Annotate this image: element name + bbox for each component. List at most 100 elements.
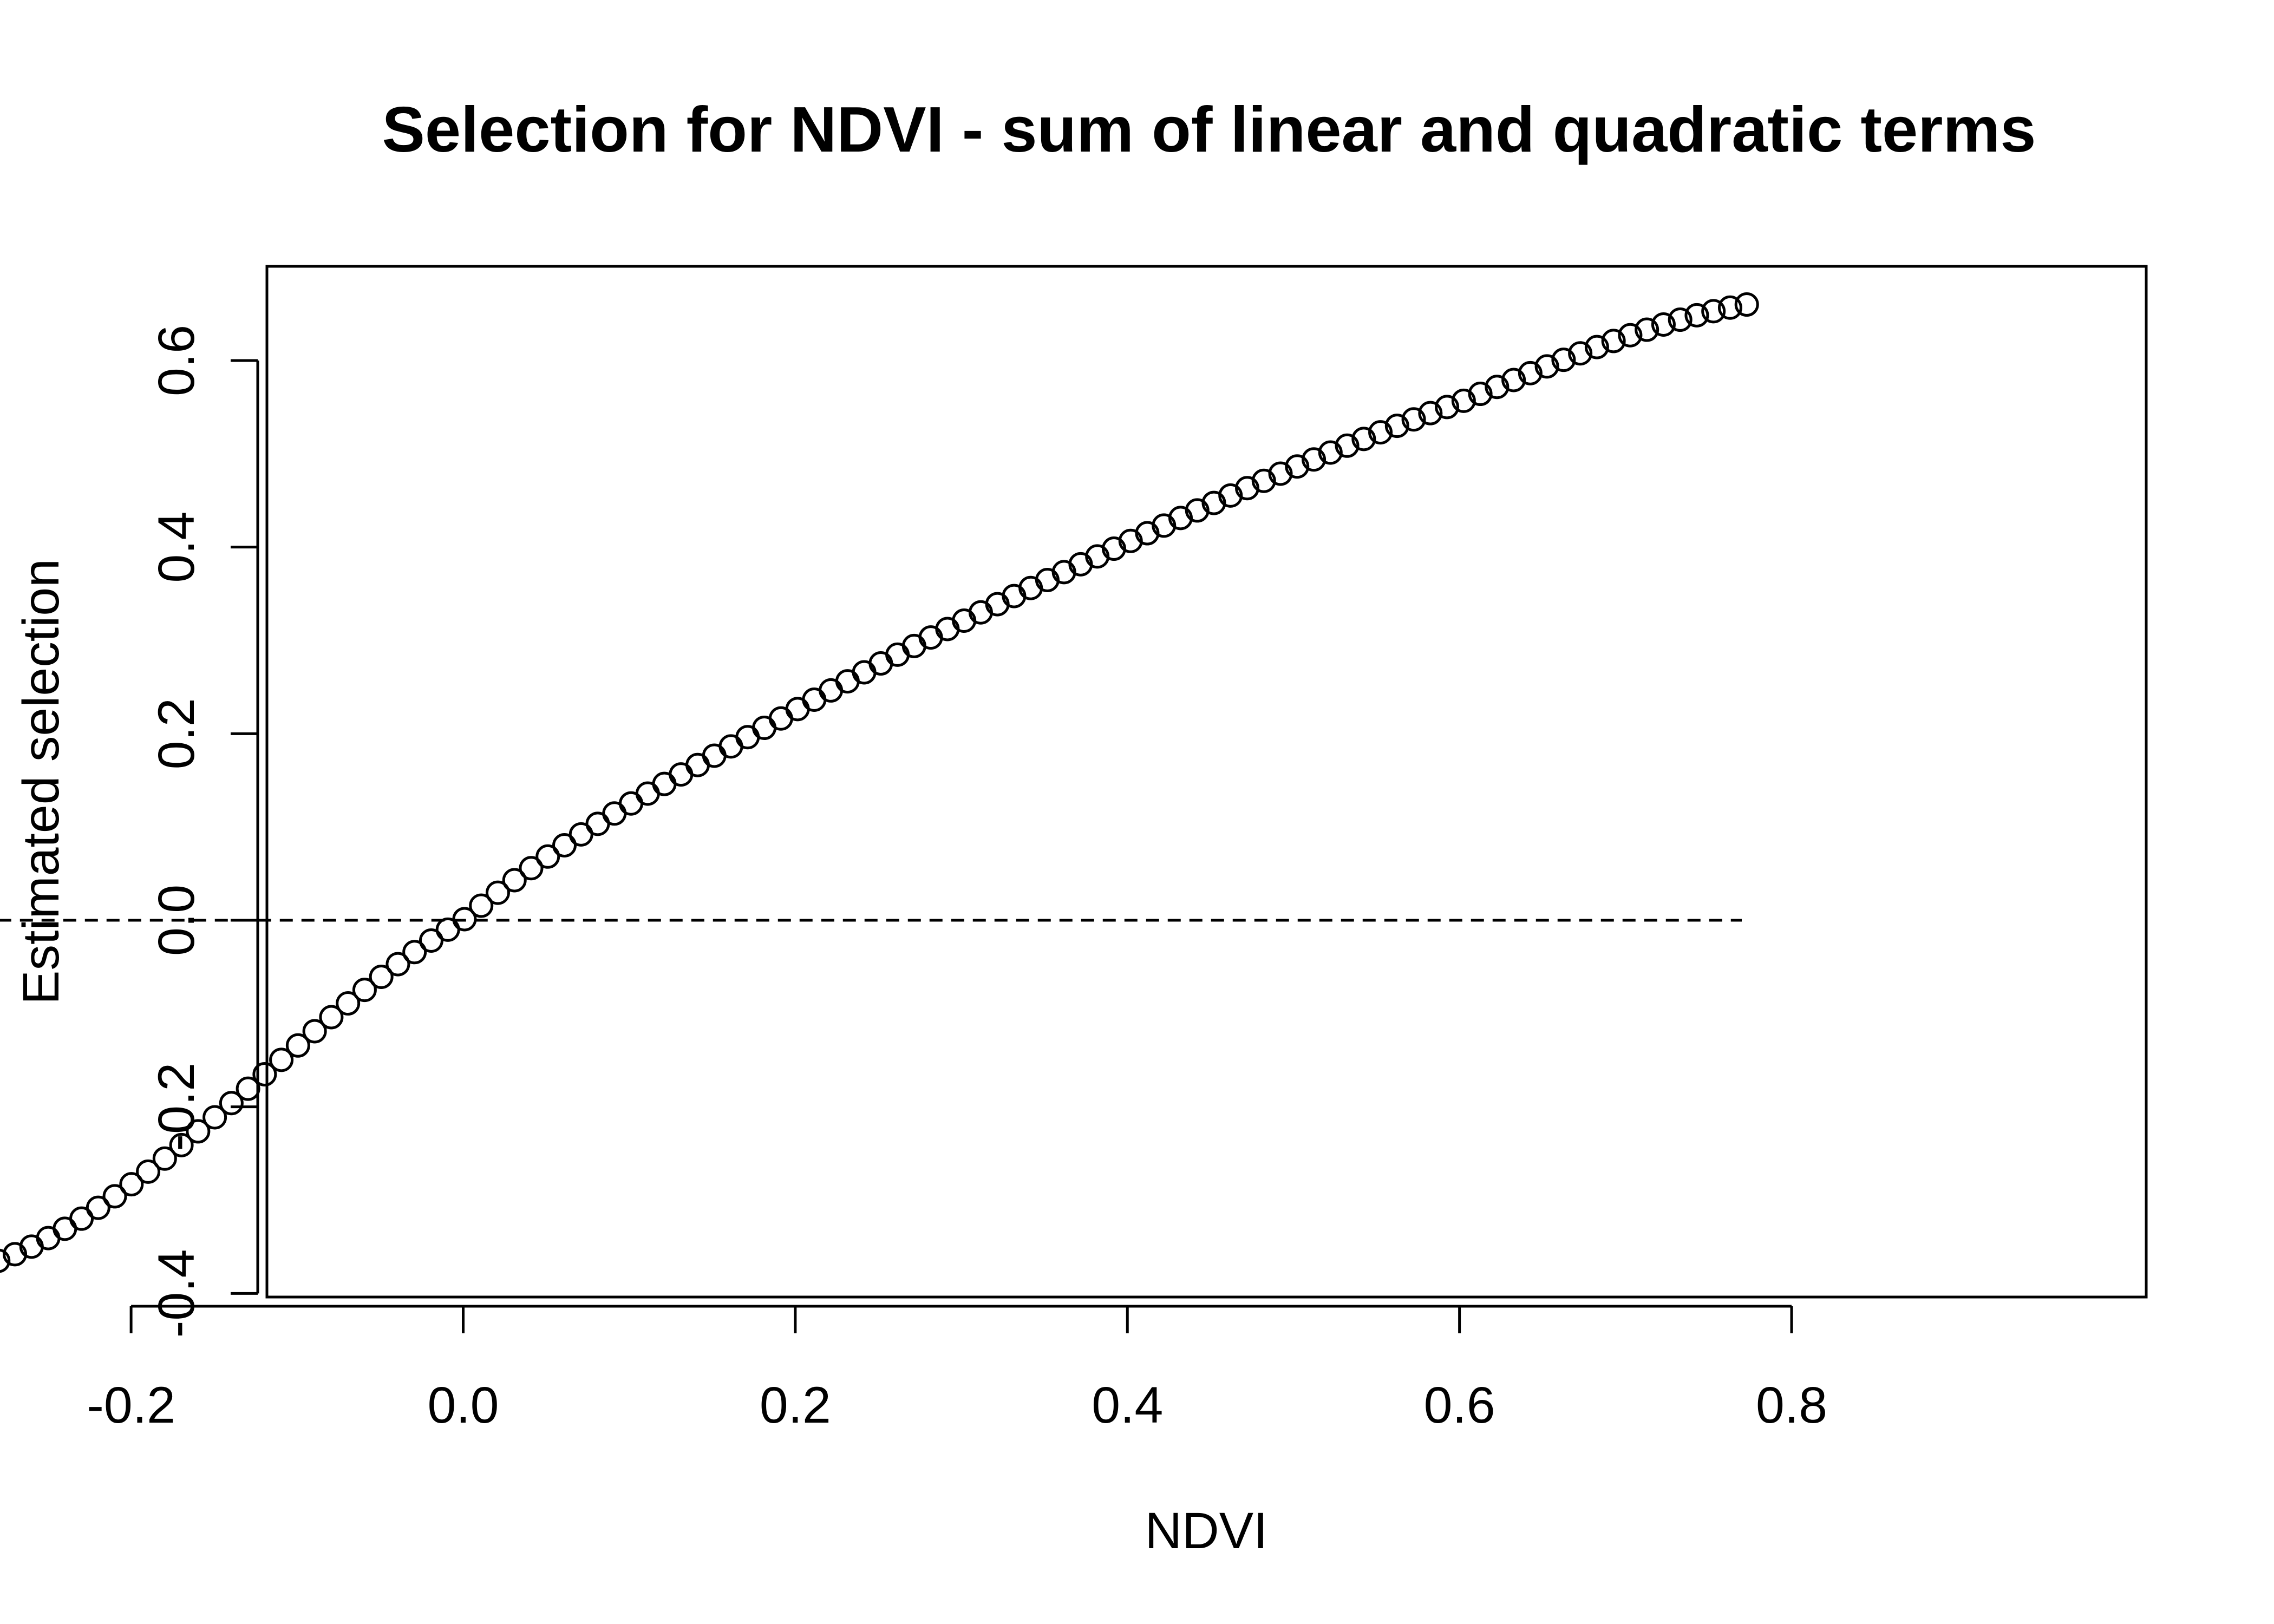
- data-point: [236, 1076, 260, 1101]
- data-point: [901, 633, 926, 658]
- data-point: [619, 791, 644, 816]
- data-point: [785, 697, 810, 722]
- x-tick-label: 0.4: [1092, 1377, 1163, 1434]
- data-point: [752, 716, 777, 741]
- data-point: [36, 1226, 61, 1250]
- data-point: [669, 762, 694, 787]
- data-point: [469, 893, 494, 918]
- data-point: [685, 752, 710, 777]
- data-point: [402, 940, 427, 965]
- data-point: [1468, 382, 1493, 407]
- data-point: [269, 1047, 294, 1072]
- data-point: [918, 625, 943, 650]
- data-point: [502, 868, 527, 893]
- x-axis-label: NDVI: [1145, 1502, 1268, 1560]
- data-point: [635, 781, 660, 806]
- data-point: [1551, 348, 1576, 372]
- data-point: [1285, 454, 1310, 479]
- data-point: [385, 952, 410, 977]
- data-point: [1518, 361, 1543, 385]
- data-point: [1318, 440, 1343, 465]
- data-point: [1584, 335, 1609, 359]
- data-point: [0, 1248, 11, 1273]
- data-point: [735, 725, 760, 750]
- data-point: [1401, 407, 1426, 432]
- data-point: [119, 1172, 144, 1197]
- data-point: [1668, 307, 1693, 332]
- data-point: [1618, 323, 1643, 348]
- data-point: [802, 687, 827, 712]
- data-point: [1201, 490, 1226, 515]
- data-point: [535, 844, 560, 869]
- data-point: [53, 1216, 77, 1241]
- data-point: [1268, 461, 1293, 486]
- data-point: [1451, 388, 1476, 413]
- x-tick-label: 0.0: [427, 1377, 499, 1434]
- data-point: [452, 907, 477, 932]
- data-point: [935, 617, 960, 641]
- data-point: [585, 811, 610, 836]
- y-tick-label: 0.6: [148, 325, 205, 396]
- data-point: [136, 1159, 161, 1184]
- data-point: [169, 1132, 194, 1157]
- data-point: [1302, 447, 1327, 472]
- data-point: [485, 880, 510, 905]
- plot-frame: [265, 265, 2148, 1299]
- data-point: [1717, 295, 1742, 320]
- data-point: [1501, 368, 1526, 392]
- y-tick-label: -0.4: [148, 1249, 205, 1338]
- data-point: [202, 1105, 227, 1130]
- data-point: [1384, 414, 1409, 438]
- data-point: [1734, 292, 1759, 317]
- x-tick-label: -0.2: [87, 1377, 175, 1434]
- data-point: [1485, 375, 1510, 400]
- data-point: [1335, 433, 1360, 458]
- data-point: [319, 1005, 344, 1030]
- data-point: [369, 964, 394, 989]
- data-point: [835, 669, 860, 694]
- y-axis-label: Estimated selection: [12, 559, 70, 1005]
- x-tick-label: 0.2: [760, 1377, 831, 1434]
- data-point: [1235, 476, 1260, 501]
- y-axis: -0.4-0.20.00.20.40.6: [148, 325, 259, 1338]
- data-point: [885, 642, 910, 667]
- data-point: [336, 991, 361, 1016]
- data-point: [718, 734, 743, 759]
- data-point: [602, 801, 627, 826]
- data-point: [219, 1091, 244, 1116]
- x-axis: -0.2 0.0 0.2 0.4 0.6 0.8: [87, 1305, 1827, 1434]
- data-point: [302, 1019, 327, 1044]
- data-point: [1601, 329, 1626, 353]
- data-point: [1368, 420, 1393, 445]
- data-point: [1684, 303, 1709, 328]
- x-tick-label: 0.8: [1756, 1377, 1827, 1434]
- data-point: [552, 833, 577, 858]
- data-point: [419, 928, 443, 953]
- data-point: [69, 1206, 94, 1231]
- data-point: [852, 660, 877, 685]
- data-point: [968, 600, 993, 625]
- data-point: [1435, 395, 1460, 420]
- data-point: [1635, 317, 1659, 342]
- data-points: [0, 292, 1759, 1273]
- data-point: [768, 706, 793, 731]
- data-point: [252, 1062, 277, 1087]
- data-point: [1351, 427, 1376, 451]
- data-point: [952, 608, 977, 633]
- data-point: [1418, 401, 1443, 425]
- y-tick-label: 0.2: [148, 698, 205, 769]
- data-point: [285, 1033, 310, 1058]
- data-point: [1701, 299, 1726, 324]
- data-point: [702, 743, 727, 768]
- data-point: [519, 856, 544, 881]
- y-tick-label: 0.4: [148, 512, 205, 583]
- data-point: [1568, 341, 1593, 366]
- data-point: [1651, 312, 1676, 337]
- chart-title: Selection for NDVI - sum of linear and q…: [382, 94, 2036, 166]
- data-point: [86, 1195, 110, 1220]
- data-point: [1534, 354, 1559, 379]
- y-tick-label: -0.2: [148, 1063, 205, 1151]
- data-point: [102, 1184, 127, 1209]
- data-point: [652, 771, 677, 796]
